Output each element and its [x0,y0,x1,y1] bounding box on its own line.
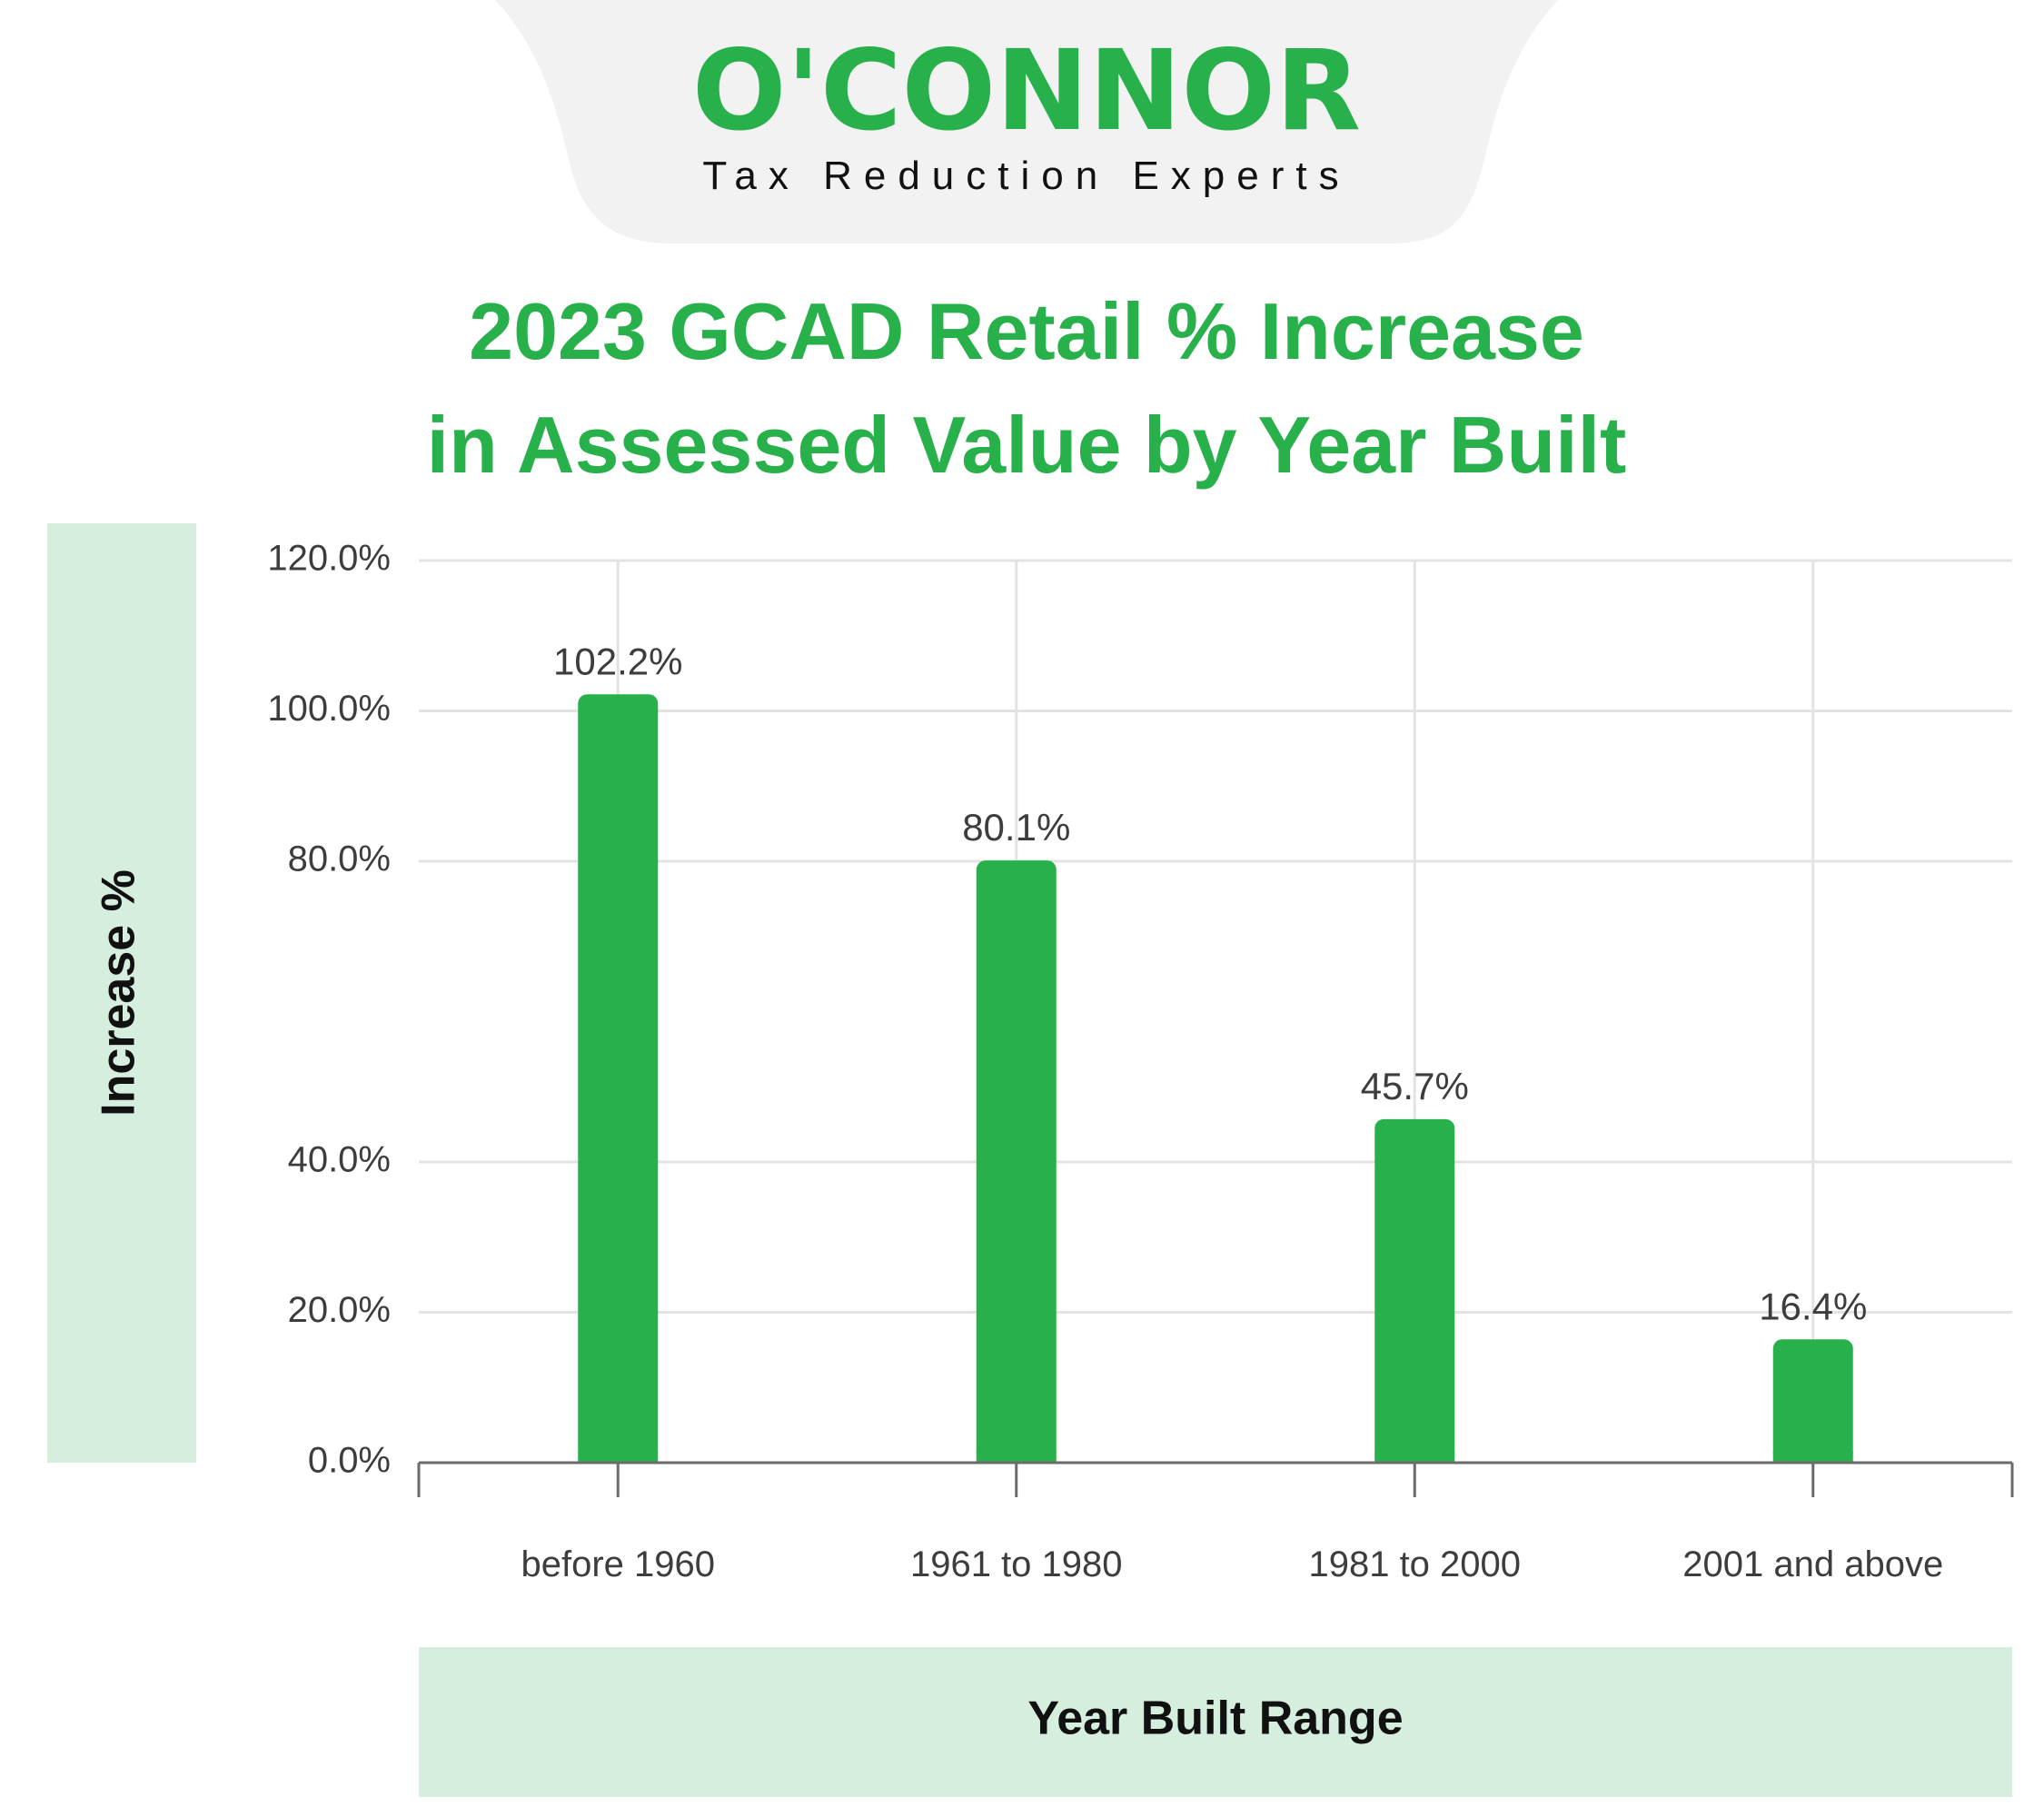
brand-logo: O'CONNOR [692,26,1361,155]
x-axis-title-background [419,1647,2012,1797]
x-axis-tick-label: 1981 to 2000 [1308,1544,1521,1584]
y-axis-tick-label: 0.0% [308,1441,391,1481]
x-axis-tick-labels: before 1960 1961 to 1980 1981 to 2000 2001 … [521,1544,1943,1584]
y-axis-tick-label: 100.0% [267,689,391,729]
data-label: 16.4% [1759,1285,1867,1327]
x-axis-title: Year Built Range [1027,1693,1403,1745]
data-label: 80.1% [962,806,1070,849]
bar [976,860,1057,1463]
header-logo-panel: O'CONNOR Tax Reduction Experts [495,0,1558,243]
data-label: 45.7% [1361,1065,1469,1107]
x-axis-title-panel: Year Built Range [419,1647,2012,1797]
brand-tagline: Tax Reduction Experts [702,154,1350,198]
y-axis-tick-labels: 0.0% 20.0% 40.0% 80.0% 100.0% 120.0% [267,539,391,1481]
chart-title-line-2: in Assessed Value by Year Built [427,400,1627,490]
bar [1772,1339,1853,1463]
bar-base [578,1452,659,1463]
y-axis-tick-label: 40.0% [288,1140,391,1180]
y-axis-tick-label: 20.0% [288,1290,391,1330]
bar [1374,1118,1455,1463]
y-axis-title: Increase % [93,869,145,1117]
bar-base [1772,1452,1853,1463]
bar [578,694,659,1463]
chart-title: 2023 GCAD Retail % Increase in Assessed … [427,286,1627,490]
logo-background [495,0,1558,243]
bars [578,694,1853,1463]
y-axis-tick-label: 120.0% [267,539,391,579]
axes [417,1461,2014,1497]
data-labels: 102.2% 80.1% 45.7% 16.4% [553,640,1867,1327]
y-axis-title-background [47,523,196,1463]
data-label: 102.2% [553,640,682,682]
x-axis-tick-label: before 1960 [521,1544,715,1584]
bar-base [976,1452,1057,1463]
y-axis-tick-label: 80.0% [288,839,391,879]
chart-title-line-1: 2023 GCAD Retail % Increase [469,286,1584,376]
x-axis-tick-label: 1961 to 1980 [910,1544,1123,1584]
bar-base [1374,1452,1455,1463]
x-axis-tick-label: 2001 and above [1682,1544,1943,1584]
y-axis-title-panel: Increase % [47,523,196,1463]
